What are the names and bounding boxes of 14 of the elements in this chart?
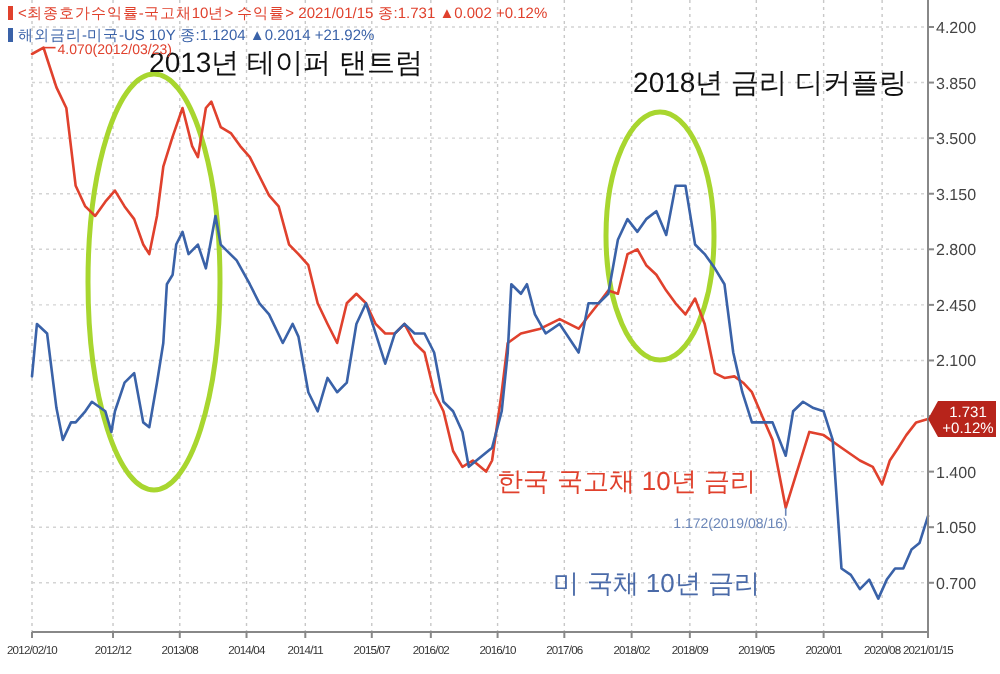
y-tick-label: 4.200: [936, 18, 978, 37]
y-tick-label: 3.500: [936, 130, 978, 149]
y-tick-label: 2.100: [936, 352, 978, 371]
y-tick-label: 2.800: [936, 241, 978, 260]
y-tick-label: 2.450: [936, 296, 978, 315]
y-tick-label: 0.700: [936, 574, 978, 593]
annotation: 미 국채 10년 금리: [553, 568, 760, 598]
line-series: [30, 184, 930, 600]
y-tick-label: 1.050: [936, 519, 978, 538]
y-tick-label: 3.150: [936, 185, 978, 204]
annotation: 2018년 금리 디커플링: [633, 66, 907, 98]
y-tick-label: 1.400: [936, 463, 978, 482]
y-tick-label: 3.850: [936, 74, 978, 93]
annotation: 한국 국고채 10년 금리: [497, 466, 756, 496]
